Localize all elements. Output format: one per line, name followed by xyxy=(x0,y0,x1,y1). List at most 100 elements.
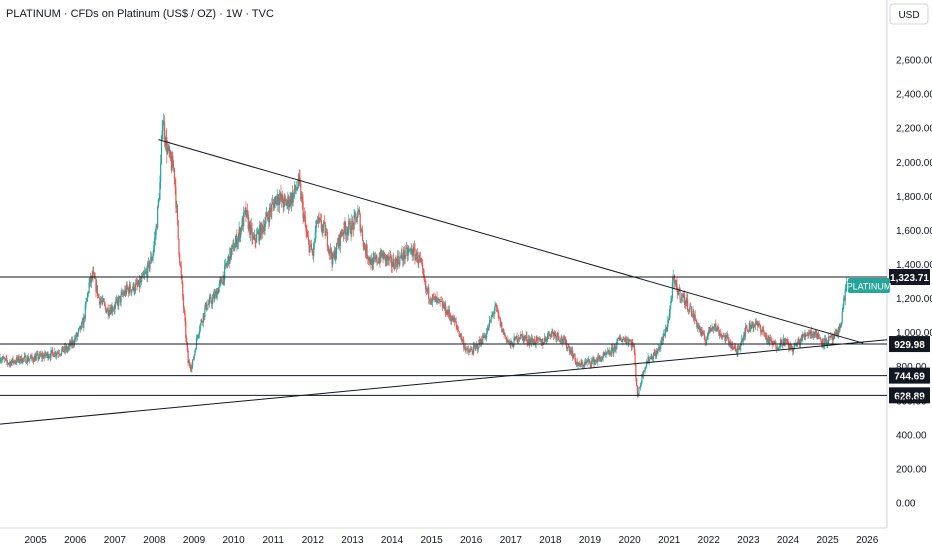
candle-body xyxy=(530,339,532,343)
candle-body xyxy=(158,199,160,201)
candle-body xyxy=(566,348,568,349)
candle-body xyxy=(351,221,354,224)
candle-body xyxy=(13,361,16,363)
candle-body xyxy=(335,254,337,260)
candle-body xyxy=(161,130,163,136)
candle-body xyxy=(308,239,310,252)
candle-body xyxy=(395,258,397,261)
candle-body xyxy=(160,135,163,164)
candle-body xyxy=(616,341,618,349)
horizontal-levels-layer[interactable]: 1,323.71 929.98 744.69 628.89 xyxy=(0,268,930,404)
candle-body xyxy=(288,196,290,207)
candle-body xyxy=(671,282,674,299)
symbol-tag-box xyxy=(848,277,890,293)
candle-body xyxy=(477,347,479,350)
candle-body xyxy=(603,353,605,356)
candle-body xyxy=(377,262,380,263)
candle-body xyxy=(106,308,108,312)
price-axis[interactable]: 0.00 200.00 400.00 600.00 800.00 1,000.00 1,20… xyxy=(896,56,932,510)
candle-body xyxy=(331,256,333,265)
candle-body xyxy=(324,222,326,236)
candle-body xyxy=(341,234,343,236)
currency-label-box[interactable]: USD xyxy=(889,3,929,25)
candle-body xyxy=(87,292,89,294)
candle-body xyxy=(128,284,131,294)
candle-body xyxy=(726,335,728,338)
candle-body xyxy=(183,308,185,314)
candle-body xyxy=(503,333,505,335)
candle-body xyxy=(399,256,402,258)
candle-body xyxy=(620,337,622,341)
symbol-tag[interactable]: PLATINUM xyxy=(847,277,892,293)
candle-body xyxy=(102,298,104,302)
candle-body xyxy=(345,228,347,236)
y-tick-label: 0.00 xyxy=(896,498,916,509)
candle-body xyxy=(30,355,32,358)
candle-body xyxy=(251,227,253,240)
candle-body xyxy=(515,335,517,339)
trend-lines-layer[interactable] xyxy=(0,139,888,425)
candle-body xyxy=(291,193,293,205)
candle-body xyxy=(654,352,656,354)
candle-body xyxy=(828,336,830,338)
candle-body xyxy=(471,349,473,353)
candle-body xyxy=(535,337,537,345)
candle-body xyxy=(327,247,329,251)
candle-body xyxy=(562,341,564,343)
candle-body xyxy=(335,242,338,255)
candle-body xyxy=(766,339,769,343)
candle-body xyxy=(808,333,810,335)
candle-body xyxy=(346,231,348,235)
candle-body xyxy=(73,344,75,346)
candle-body xyxy=(676,283,678,291)
candle-body xyxy=(219,280,221,284)
candle-body xyxy=(108,314,110,315)
candle-body xyxy=(657,349,659,354)
candle-body xyxy=(281,194,283,200)
candle-body xyxy=(90,275,92,283)
candle-body xyxy=(636,377,638,387)
candle-body xyxy=(659,345,661,350)
candle-body xyxy=(22,358,24,363)
candle-body xyxy=(491,315,493,317)
candle-body xyxy=(525,335,527,338)
candle-body xyxy=(127,288,129,290)
candle-body xyxy=(610,353,612,355)
candle-body xyxy=(796,342,798,347)
candle-body xyxy=(802,334,804,338)
candle-body xyxy=(553,332,555,337)
candle-body xyxy=(693,315,696,321)
x-tick-label: 2011 xyxy=(262,535,284,546)
candle-body xyxy=(735,346,737,351)
candle-body xyxy=(652,359,654,360)
candle-body xyxy=(46,352,48,355)
candle-body xyxy=(42,355,44,358)
trend-line[interactable] xyxy=(158,139,864,344)
candle-body xyxy=(329,249,331,254)
candle-body xyxy=(744,332,746,337)
candle-body xyxy=(307,235,309,237)
candle-body xyxy=(29,358,31,360)
candle-body xyxy=(181,275,183,284)
candle-body xyxy=(681,294,683,298)
y-tick-label: 1,200.00 xyxy=(896,294,932,305)
candle-body xyxy=(486,332,488,338)
candle-body xyxy=(99,298,101,305)
candle-body xyxy=(742,337,744,342)
candle-body xyxy=(805,333,807,336)
candle-body xyxy=(347,229,349,235)
candle-body xyxy=(763,332,766,334)
candle-body xyxy=(466,348,468,350)
candle-body xyxy=(242,218,244,227)
candle-body xyxy=(114,304,116,310)
y-tick-label: 2,000.00 xyxy=(896,158,932,169)
level-price-label: 1,323.71 xyxy=(890,273,929,284)
candle-body xyxy=(421,262,423,265)
trend-line[interactable] xyxy=(0,339,888,425)
candle-body xyxy=(20,356,22,363)
time-axis[interactable]: 2005 2006 2007 2008 2009 2010 2011 2012 2013 2014… xyxy=(25,535,879,546)
candle-body xyxy=(639,387,641,389)
candle-body xyxy=(845,288,847,290)
candle-body xyxy=(24,355,26,357)
